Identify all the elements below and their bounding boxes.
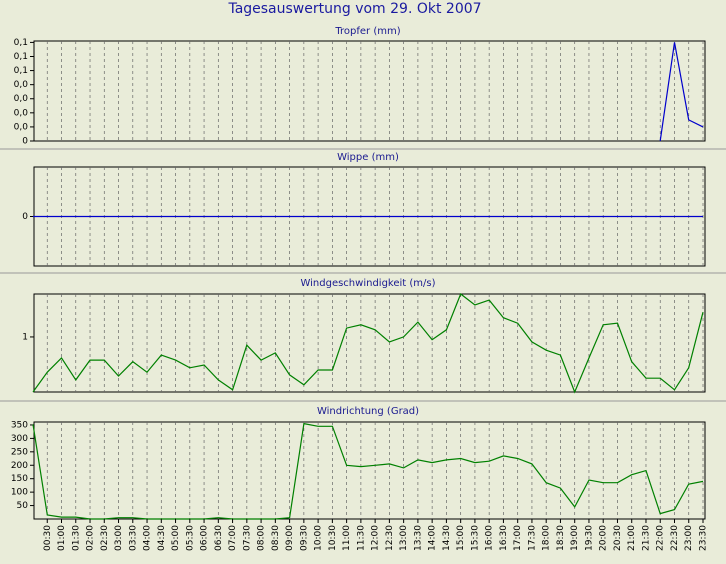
x-tick-label: 13:00: [399, 525, 409, 551]
y-tick-label: 0,0: [14, 94, 29, 104]
x-tick-label: 19:00: [570, 525, 580, 551]
x-tick-label: 23:30: [699, 525, 709, 551]
x-tick-label: 08:00: [257, 525, 267, 551]
x-tick-label: 14:30: [442, 525, 452, 551]
x-tick-label: 21:00: [627, 525, 637, 551]
plot-area: [33, 40, 706, 142]
x-tick-label: 05:00: [171, 525, 181, 551]
y-tick-label: 1: [22, 332, 28, 342]
x-tick-label: 04:30: [157, 525, 167, 551]
y-tick-label: 0,0: [14, 80, 29, 90]
panel-title: Windrichtung (Grad): [317, 406, 419, 417]
y-tick-label: 250: [11, 447, 28, 457]
x-tick-label: 18:30: [556, 525, 566, 551]
x-tick-label: 16:00: [485, 525, 495, 551]
panel-title: Windgeschwindigkeit (m/s): [300, 278, 435, 289]
y-tick-label: 200: [11, 461, 28, 471]
x-tick-label: 17:00: [513, 525, 523, 551]
x-tick-label: 15:00: [456, 525, 466, 551]
x-tick-label: 22:00: [656, 525, 666, 551]
x-tick-label: 10:30: [328, 525, 338, 551]
panel-title: Tropfer (mm): [334, 26, 400, 37]
x-tick-label: 00:30: [43, 525, 53, 551]
x-tick-label: 06:00: [200, 525, 210, 551]
y-tick-label: 300: [11, 434, 28, 444]
y-tick-label: 0,0: [14, 108, 29, 118]
x-tick-label: 18:00: [542, 525, 552, 551]
x-tick-label: 17:30: [527, 525, 537, 551]
y-tick-label: 0: [22, 137, 28, 147]
x-tick-label: 06:30: [214, 525, 224, 551]
x-tick-label: 01:30: [71, 525, 81, 551]
page-title: Tagesauswertung vom 29. Okt 2007: [227, 1, 481, 17]
y-tick-label: 0,1: [14, 66, 28, 76]
x-tick-label: 23:00: [684, 525, 694, 551]
series-line: [32, 293, 704, 394]
x-tick-label: 16:30: [499, 525, 509, 551]
x-tick-label: 22:30: [670, 525, 680, 551]
panel-title: Wippe (mm): [337, 152, 399, 163]
plot-area: [33, 421, 706, 520]
x-tick-label: 11:00: [342, 525, 352, 551]
x-tick-label: 20:30: [613, 525, 623, 551]
y-tick-label: 350: [11, 420, 28, 430]
y-tick-label: 0,1: [14, 38, 28, 48]
y-tick-label: 100: [11, 488, 28, 498]
x-tick-label: 12:30: [385, 525, 395, 551]
x-tick-label: 09:00: [285, 525, 295, 551]
x-tick-label: 20:00: [599, 525, 609, 551]
y-tick-label: 0: [22, 212, 28, 222]
x-tick-label: 13:30: [413, 525, 423, 551]
x-tick-label: 05:30: [185, 525, 195, 551]
x-tick-label: 03:00: [114, 525, 124, 551]
x-tick-label: 09:30: [299, 525, 309, 551]
series-line: [32, 422, 704, 520]
x-tick-label: 15:30: [470, 525, 480, 551]
x-tick-label: 21:30: [642, 525, 652, 551]
y-tick-label: 0,1: [14, 52, 28, 62]
x-tick-label: 01:00: [57, 525, 67, 551]
x-tick-label: 14:00: [428, 525, 438, 551]
plot-area: [33, 293, 706, 393]
x-tick-label: 19:30: [585, 525, 595, 551]
x-tick-label: 04:00: [143, 525, 153, 551]
x-tick-label: 11:30: [356, 525, 366, 551]
x-tick-label: 08:30: [271, 525, 281, 551]
y-tick-label: 0,0: [14, 122, 29, 132]
x-tick-label: 12:00: [371, 525, 381, 551]
y-tick-label: 150: [11, 474, 28, 484]
x-tick-label: 10:00: [314, 525, 324, 551]
x-tick-label: 03:30: [128, 525, 138, 551]
x-tick-label: 02:30: [100, 525, 110, 551]
x-tick-label: 07:30: [242, 525, 252, 551]
x-tick-label: 07:00: [228, 525, 238, 551]
y-tick-label: 50: [17, 501, 29, 511]
x-tick-label: 02:00: [86, 525, 96, 551]
series-line: [659, 42, 704, 142]
